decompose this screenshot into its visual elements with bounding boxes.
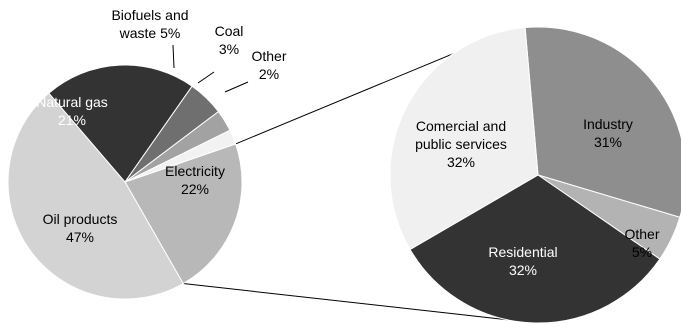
secondary-label-comercial-and-public-services: Comercial and public services 32%	[415, 118, 507, 170]
secondary-label-industry-line: Industry	[583, 116, 633, 132]
leader-line-coal	[197, 71, 215, 84]
label-electricity-line: 22%	[181, 181, 209, 197]
label-coal: Coal 3%	[215, 23, 244, 57]
leader-line-other	[224, 81, 249, 93]
label-oil-products-line: Oil products	[43, 211, 118, 227]
slice-natural-gas	[48, 64, 193, 183]
secondary-label-residential-line: Residential	[488, 244, 557, 260]
secondary-label-residential: Residential 32%	[488, 244, 557, 278]
main-pie	[7, 64, 243, 300]
label-electricity-line: Electricity	[165, 163, 225, 179]
label-other: Other 2%	[251, 48, 286, 82]
label-biofuels-and-waste-line: Biofuels and	[111, 7, 188, 23]
secondary-label-other-line: 5%	[632, 244, 652, 260]
secondary-label-other-line: Other	[624, 226, 659, 242]
label-natural-gas: Natural gas 21%	[36, 94, 108, 128]
secondary-label-industry: Industry 31%	[583, 116, 633, 150]
secondary-label-comercial-and-public-services-line: 32%	[447, 154, 475, 170]
label-other-line: Other	[251, 48, 286, 64]
connector-line-bottom	[183, 283, 508, 321]
label-natural-gas-line: 21%	[58, 112, 86, 128]
label-oil-products-line: 47%	[66, 229, 94, 245]
secondary-label-other: Other 5%	[624, 226, 659, 260]
slice-other	[124, 129, 237, 183]
secondary-slice-industry	[524, 26, 681, 218]
slice-oil-products	[7, 92, 184, 300]
secondary-slice-residential	[409, 174, 661, 324]
secondary-label-comercial-and-public-services-line: Comercial and	[416, 118, 506, 134]
slice-labels: Electricity 22% Oil products 47% Natural gas…	[36, 7, 660, 278]
label-biofuels-and-waste: Biofuels and waste 5%	[111, 7, 188, 41]
label-natural-gas-line: Natural gas	[36, 94, 108, 110]
label-oil-products: Oil products 47%	[43, 211, 118, 245]
label-coal-line: Coal	[215, 23, 244, 39]
label-electricity: Electricity 22%	[165, 163, 225, 197]
label-biofuels-and-waste-line: waste 5%	[119, 25, 181, 41]
secondary-label-comercial-and-public-services-line: public services	[415, 136, 507, 152]
secondary-label-residential-line: 32%	[509, 262, 537, 278]
secondary-label-industry-line: 31%	[594, 134, 622, 150]
secondary-slice-comercial-and-public-services	[389, 27, 539, 251]
label-other-line: 2%	[259, 66, 279, 82]
label-coal-line: 3%	[219, 41, 239, 57]
secondary-pie	[389, 26, 681, 324]
slice-electricity	[124, 143, 243, 285]
leader-line-biofuels-and-waste	[172, 44, 175, 69]
